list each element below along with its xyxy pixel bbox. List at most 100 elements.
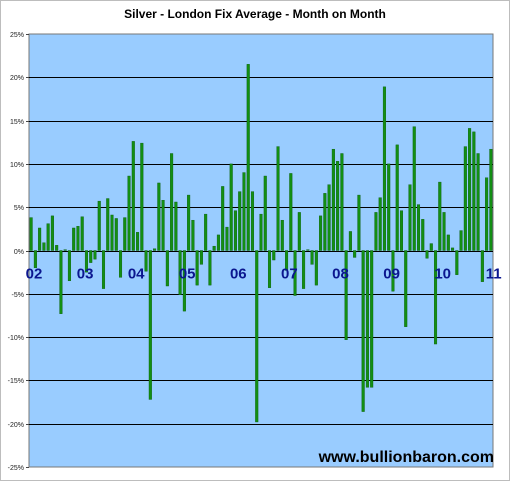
bar [468, 128, 472, 251]
bar [459, 230, 463, 251]
x-tick-label: 08 [332, 266, 349, 283]
x-tick-label: 09 [383, 266, 400, 283]
bar [276, 146, 280, 251]
x-tick-label: 03 [77, 266, 94, 283]
bar [319, 215, 323, 251]
bar [97, 200, 101, 251]
bar [378, 197, 382, 251]
bar [153, 248, 157, 251]
y-tick-label: -10% [8, 335, 24, 342]
bar [191, 219, 195, 251]
bar [365, 250, 369, 388]
bar [267, 250, 272, 288]
bar [148, 250, 152, 400]
y-tick-label: 10% [10, 162, 24, 169]
bar [89, 250, 93, 263]
bar [280, 219, 284, 251]
bar [216, 234, 220, 251]
bar [382, 86, 386, 251]
y-tick-label: -5% [12, 292, 24, 299]
bar [246, 64, 250, 251]
bar [127, 175, 131, 251]
bar [208, 250, 212, 286]
bar [187, 194, 191, 251]
watermark: www.bullionbaron.com [318, 449, 494, 466]
y-axis-ticks: 25% 20% 15% 10% 5% 0% -5% -10% -15% -20% -25% [8, 32, 24, 472]
x-tick-label: 07 [281, 266, 298, 283]
bar [434, 250, 438, 345]
bar [361, 250, 365, 412]
y-tick-label: -25% [8, 465, 24, 472]
bar [340, 153, 344, 251]
bar [123, 217, 127, 251]
bar [302, 250, 306, 289]
bar [67, 250, 71, 282]
bar [63, 249, 67, 251]
bar [212, 245, 216, 251]
bars [29, 64, 493, 423]
bar [374, 212, 378, 251]
bar [255, 250, 259, 423]
bar [118, 250, 123, 278]
bar [110, 214, 114, 251]
bar [357, 194, 361, 251]
bar [442, 212, 446, 251]
bar [72, 227, 76, 251]
bar [480, 250, 484, 282]
bar [425, 250, 429, 259]
bar [199, 250, 203, 265]
y-tick-label: 20% [10, 75, 24, 82]
bar [463, 146, 467, 251]
bar [195, 250, 199, 286]
bar [221, 186, 225, 251]
bar [136, 232, 140, 251]
bar [59, 250, 63, 314]
bar [157, 182, 161, 251]
bar [263, 175, 267, 251]
bar [29, 217, 33, 251]
x-tick-label: 06 [230, 266, 247, 283]
bar [331, 148, 335, 251]
bar [336, 161, 340, 251]
bar [323, 193, 327, 251]
bar [314, 250, 318, 286]
bar [306, 249, 310, 251]
bar [344, 250, 348, 340]
bar [476, 153, 480, 251]
bar [489, 148, 493, 251]
bar [353, 250, 357, 258]
x-tick-label: 05 [179, 266, 196, 283]
bar [391, 250, 395, 292]
bar [438, 181, 442, 251]
bar [33, 250, 37, 269]
x-tick-label: 04 [128, 266, 145, 283]
bar [140, 142, 144, 251]
bar [272, 250, 276, 261]
bar [259, 213, 263, 251]
y-tick-label: 5% [14, 205, 24, 212]
bar [310, 250, 314, 265]
x-tick-label: 02 [26, 266, 43, 283]
bar [250, 191, 255, 251]
y-tick-label: 25% [10, 32, 24, 39]
bar [38, 227, 42, 251]
bar [238, 191, 242, 251]
bar [285, 250, 289, 271]
bar [46, 223, 50, 251]
bar [225, 226, 229, 251]
bar [404, 250, 408, 327]
y-tick-label: -15% [8, 378, 24, 385]
bar [485, 177, 489, 251]
bar [161, 200, 165, 251]
y-tick-label: 0% [14, 249, 24, 256]
bar [293, 250, 297, 296]
bar [472, 131, 476, 251]
bar [50, 215, 54, 251]
bar [42, 242, 46, 251]
bar [233, 210, 237, 251]
bar [297, 212, 301, 251]
x-tick-label: 11 [486, 266, 502, 283]
bar [451, 247, 455, 251]
bar [289, 173, 293, 251]
bar [178, 250, 182, 295]
